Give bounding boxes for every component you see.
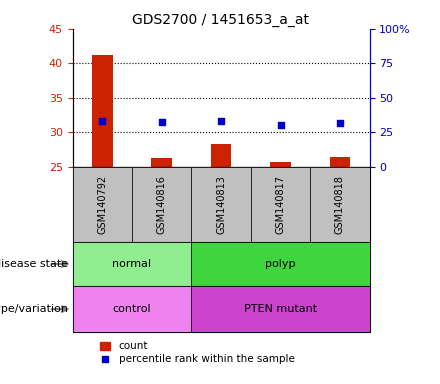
Point — [99, 118, 106, 124]
Text: GSM140818: GSM140818 — [335, 175, 345, 234]
Bar — [132, 167, 191, 242]
Text: polyp: polyp — [265, 259, 296, 269]
Text: GSM140792: GSM140792 — [97, 175, 107, 234]
Text: GDS2700 / 1451653_a_at: GDS2700 / 1451653_a_at — [132, 13, 308, 27]
Bar — [92, 55, 113, 167]
Point — [218, 118, 225, 124]
Point — [337, 120, 344, 126]
Text: GSM140813: GSM140813 — [216, 175, 226, 234]
Bar — [191, 167, 251, 242]
Point — [277, 121, 284, 127]
Bar — [73, 167, 132, 242]
Bar — [211, 144, 231, 167]
Text: GSM140817: GSM140817 — [275, 175, 286, 234]
Text: GSM140816: GSM140816 — [157, 175, 167, 234]
Bar — [73, 286, 191, 332]
Bar — [310, 167, 370, 242]
Text: control: control — [113, 304, 151, 314]
Bar — [151, 158, 172, 167]
Legend: count, percentile rank within the sample: count, percentile rank within the sample — [100, 341, 294, 364]
Text: PTEN mutant: PTEN mutant — [244, 304, 317, 314]
Point — [158, 119, 165, 125]
Text: normal: normal — [113, 259, 151, 269]
Bar — [270, 162, 291, 167]
Text: disease state: disease state — [0, 259, 68, 269]
Bar — [191, 286, 370, 332]
Text: genotype/variation: genotype/variation — [0, 304, 68, 314]
Bar — [330, 157, 350, 167]
Bar — [73, 242, 191, 286]
Bar — [191, 242, 370, 286]
Bar — [251, 167, 310, 242]
